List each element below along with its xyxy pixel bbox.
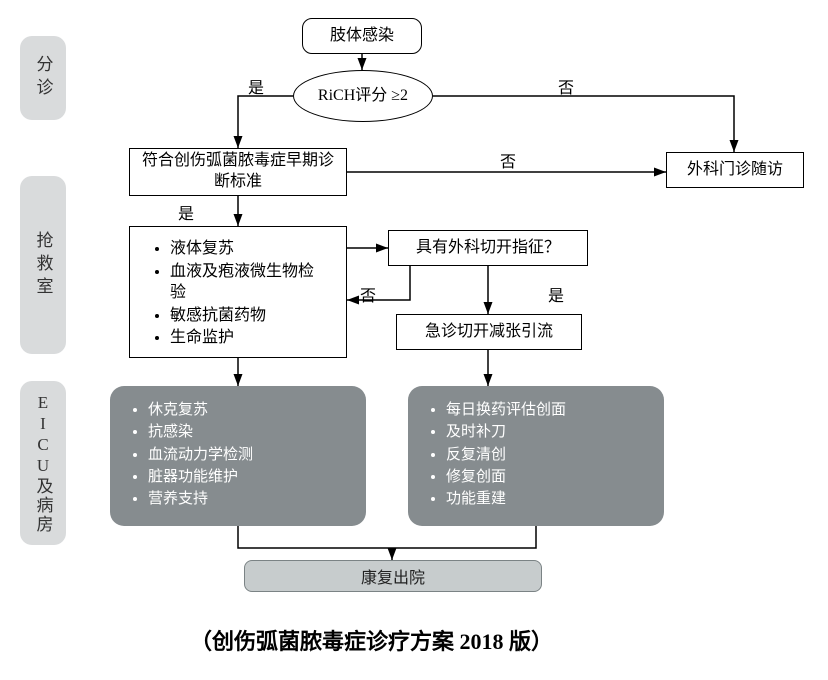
node-label: 符合创伤弧菌脓毒症早期诊断标准 bbox=[138, 151, 338, 193]
sidebar-eicu: EICU及病房 bbox=[20, 381, 66, 545]
node-rich-score: RiCH评分 ≥2 bbox=[293, 70, 433, 122]
node-label: 急诊切开减张引流 bbox=[425, 322, 553, 343]
node-resuscitation-list: 液体复苏 血液及疱液微生物检验 敏感抗菌药物 生命监护 bbox=[129, 226, 347, 358]
node-emergency-incision: 急诊切开减张引流 bbox=[396, 314, 582, 350]
list-item: 反复清创 bbox=[446, 445, 650, 465]
edge-label-yes: 是 bbox=[248, 74, 264, 98]
edge-label-no: 否 bbox=[558, 74, 574, 98]
node-eicu-right: 每日换药评估创面 及时补刀 反复清创 修复创面 功能重建 bbox=[408, 386, 664, 526]
node-label: 具有外科切开指征？ bbox=[416, 238, 560, 259]
node-eicu-left: 休克复苏 抗感染 血流动力学检测 脏器功能维护 营养支持 bbox=[110, 386, 366, 526]
caption: （创伤弧菌脓毒症诊疗方案 2018 版） bbox=[190, 624, 553, 656]
node-early-diagnosis-std: 符合创伤弧菌脓毒症早期诊断标准 bbox=[129, 148, 347, 196]
list-item: 敏感抗菌药物 bbox=[170, 305, 328, 327]
list-item: 每日换药评估创面 bbox=[446, 400, 650, 420]
list-item: 及时补刀 bbox=[446, 422, 650, 442]
node-label: 肢体感染 bbox=[330, 26, 394, 47]
list-item: 血流动力学检测 bbox=[148, 445, 352, 465]
flowchart-canvas: 分诊 抢救室 EICU及病房 肢体感染 RiCH评分 ≥2 符合创伤弧菌脓毒症早… bbox=[0, 0, 828, 680]
sidebar-label: 分诊 bbox=[31, 55, 56, 101]
list-item: 血液及疱液微生物检验 bbox=[170, 261, 328, 304]
sidebar-label: EICU及病房 bbox=[31, 393, 56, 534]
list-item: 营养支持 bbox=[148, 489, 352, 509]
list-item: 生命监护 bbox=[170, 327, 328, 349]
list-item: 功能重建 bbox=[446, 489, 650, 509]
sidebar-label: 抢救室 bbox=[31, 231, 56, 300]
node-surgical-indication: 具有外科切开指征？ bbox=[388, 230, 588, 266]
edge-label-no: 否 bbox=[360, 282, 376, 306]
node-label: RiCH评分 ≥2 bbox=[318, 87, 408, 105]
node-discharge: 康复出院 bbox=[244, 560, 542, 592]
list-item: 液体复苏 bbox=[170, 238, 328, 260]
list-item: 脏器功能维护 bbox=[148, 467, 352, 487]
edge-label-yes: 是 bbox=[178, 200, 194, 224]
node-label: 外科门诊随访 bbox=[687, 160, 783, 181]
list-item: 休克复苏 bbox=[148, 400, 352, 420]
edge-label-yes: 是 bbox=[548, 282, 564, 306]
node-start: 肢体感染 bbox=[302, 18, 422, 54]
node-label: 康复出院 bbox=[361, 564, 425, 588]
sidebar-er: 抢救室 bbox=[20, 176, 66, 354]
sidebar-triage: 分诊 bbox=[20, 36, 66, 120]
node-outpatient-followup: 外科门诊随访 bbox=[666, 152, 804, 188]
edge-label-no: 否 bbox=[500, 148, 516, 172]
list-item: 抗感染 bbox=[148, 422, 352, 442]
list-item: 修复创面 bbox=[446, 467, 650, 487]
